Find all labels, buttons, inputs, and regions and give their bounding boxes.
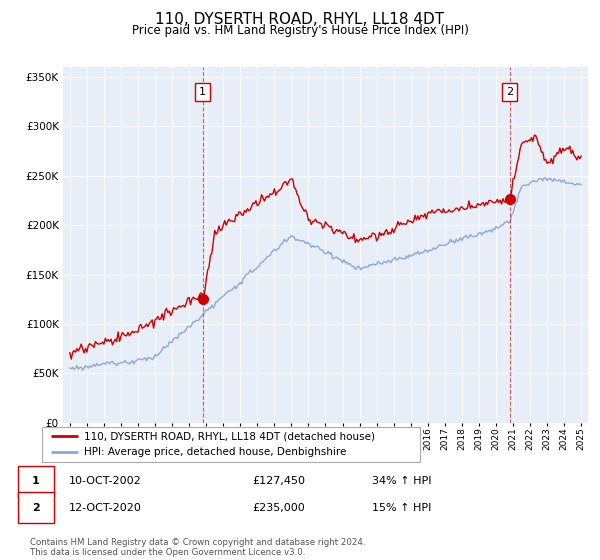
Text: 15% ↑ HPI: 15% ↑ HPI (372, 502, 431, 512)
Text: £235,000: £235,000 (252, 502, 305, 512)
Text: 12-OCT-2020: 12-OCT-2020 (69, 502, 142, 512)
Text: Contains HM Land Registry data © Crown copyright and database right 2024.
This d: Contains HM Land Registry data © Crown c… (30, 538, 365, 557)
Text: 1: 1 (32, 476, 40, 486)
Text: 10-OCT-2002: 10-OCT-2002 (69, 476, 142, 486)
Text: 110, DYSERTH ROAD, RHYL, LL18 4DT (detached house): 110, DYSERTH ROAD, RHYL, LL18 4DT (detac… (83, 431, 374, 441)
Text: 34% ↑ HPI: 34% ↑ HPI (372, 476, 431, 486)
Text: 2: 2 (506, 87, 513, 97)
Text: £127,450: £127,450 (252, 476, 305, 486)
Text: 2: 2 (32, 502, 40, 512)
Text: 1: 1 (199, 87, 206, 97)
Text: HPI: Average price, detached house, Denbighshire: HPI: Average price, detached house, Denb… (83, 447, 346, 458)
FancyBboxPatch shape (42, 427, 420, 462)
Text: Price paid vs. HM Land Registry's House Price Index (HPI): Price paid vs. HM Land Registry's House … (131, 24, 469, 36)
Text: 110, DYSERTH ROAD, RHYL, LL18 4DT: 110, DYSERTH ROAD, RHYL, LL18 4DT (155, 12, 445, 27)
